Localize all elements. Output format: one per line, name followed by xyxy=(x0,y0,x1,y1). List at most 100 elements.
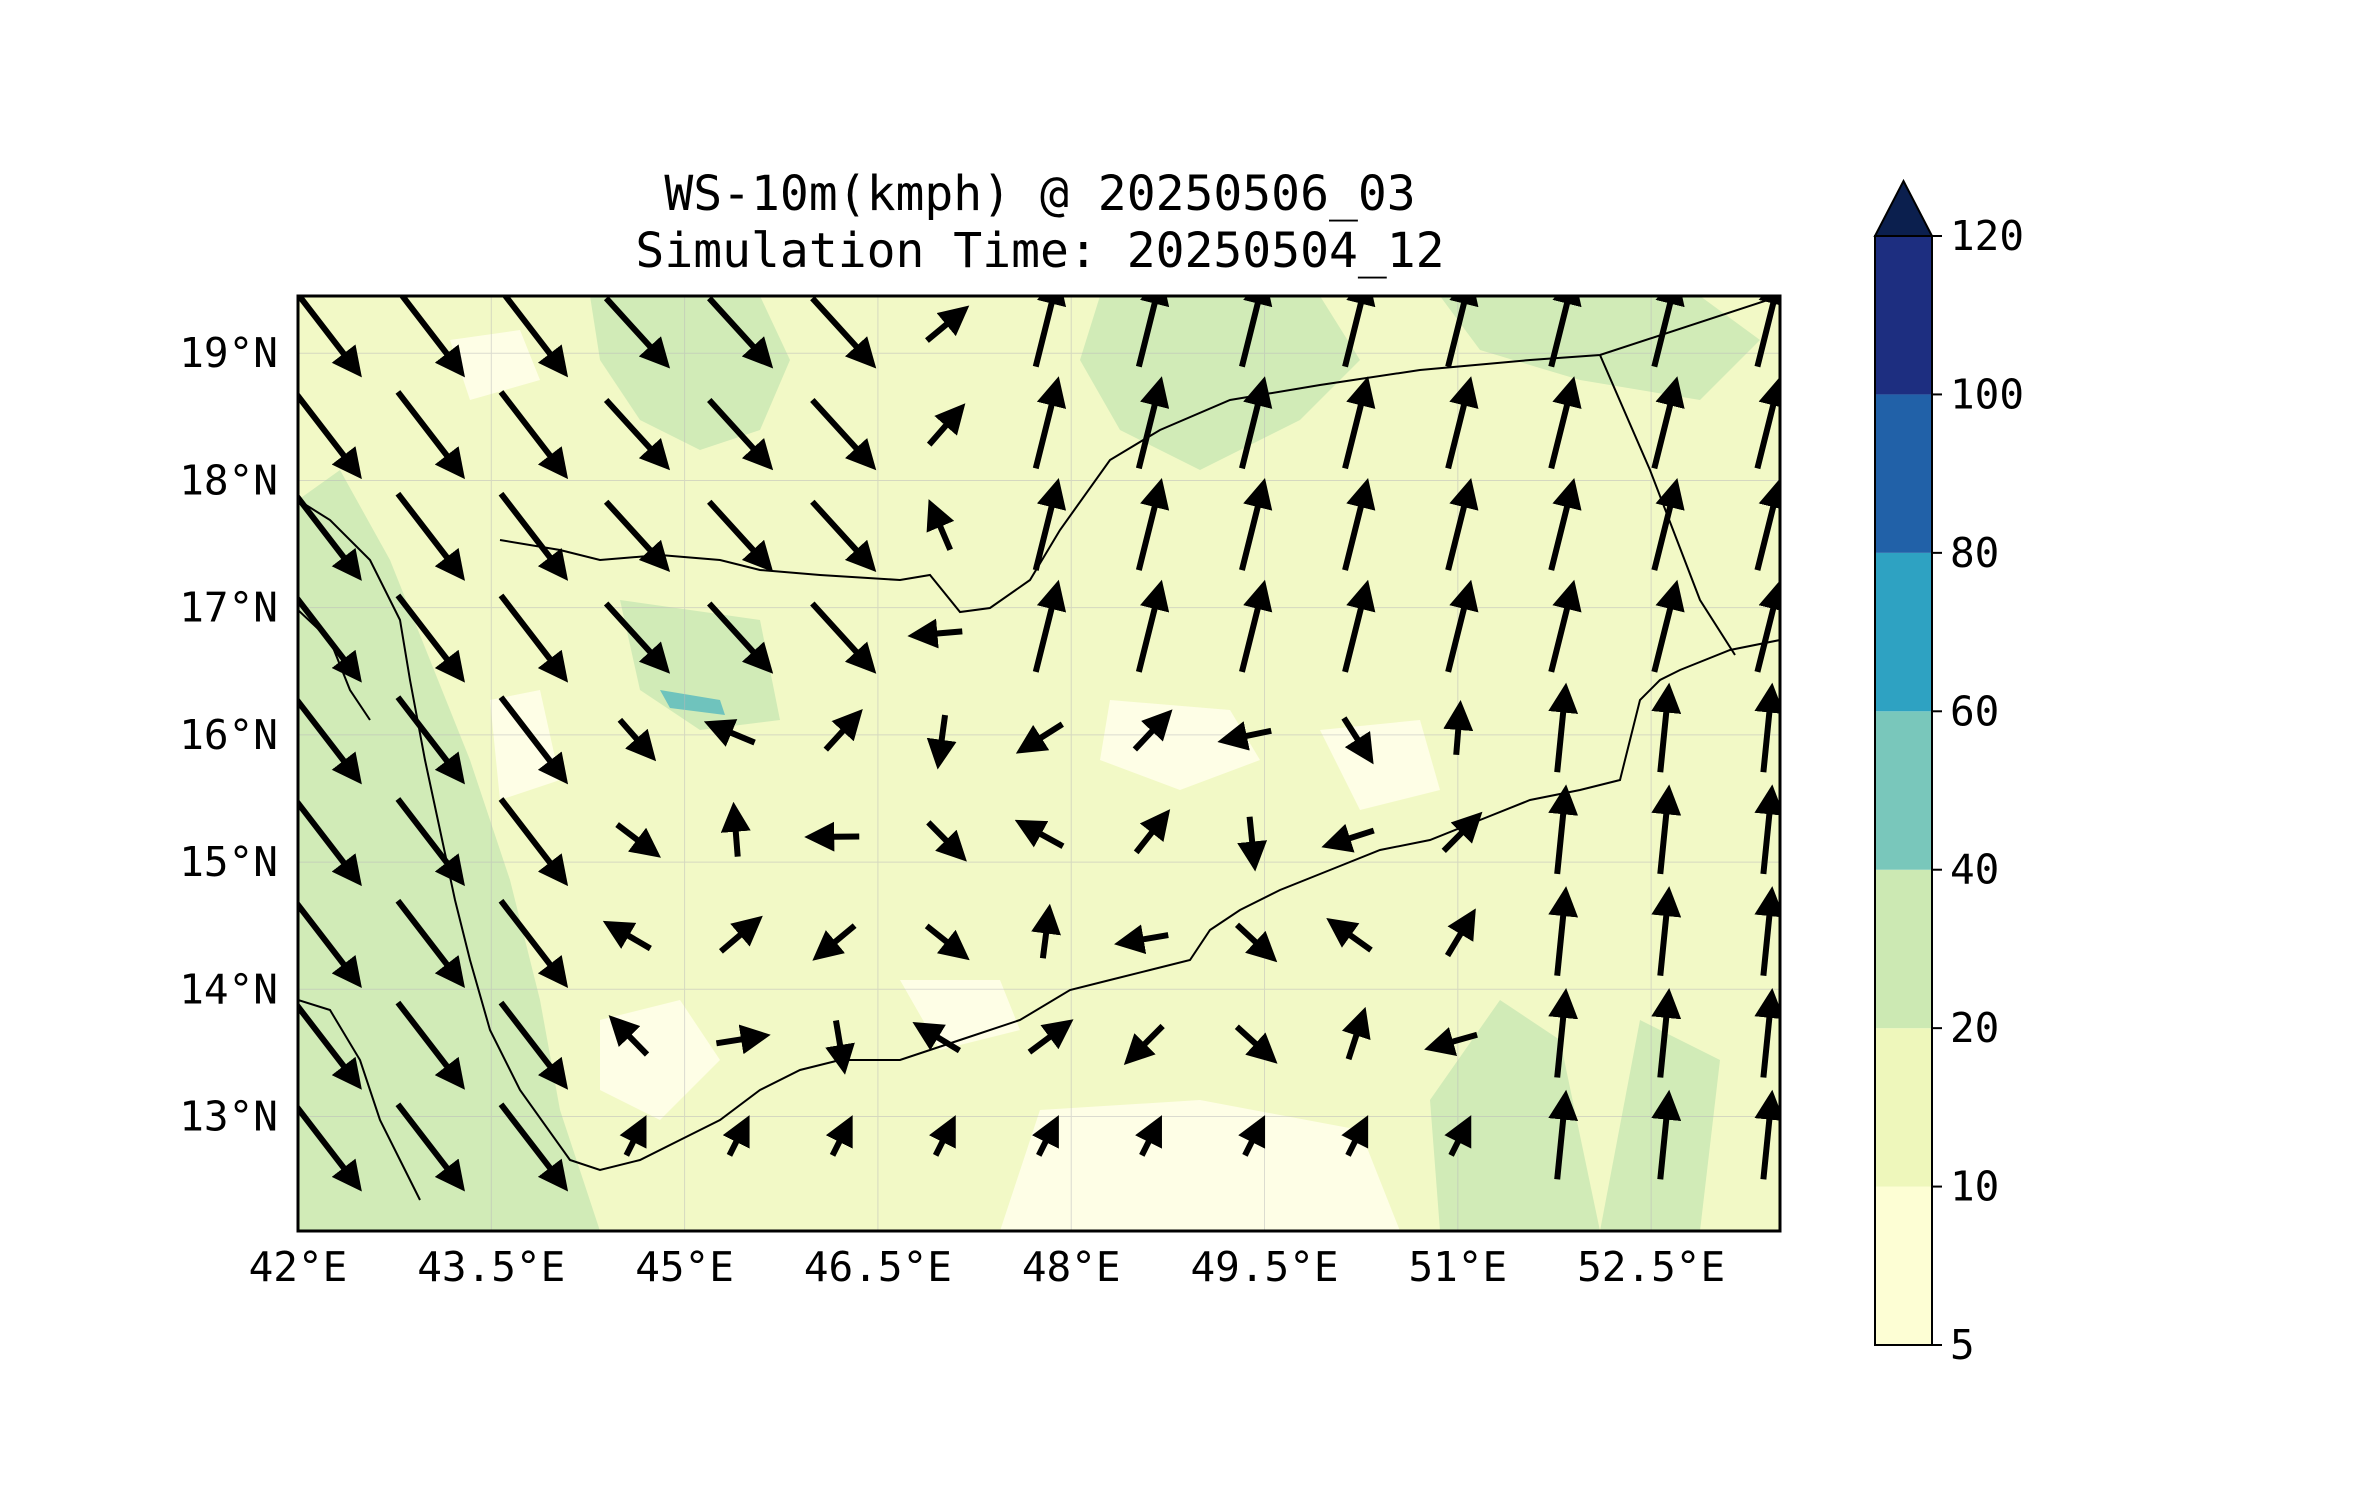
wind-vector xyxy=(1239,376,1273,470)
lat-tick-label: 19°N xyxy=(179,329,278,377)
wind-vector xyxy=(1443,699,1474,756)
wind-vector xyxy=(298,798,362,887)
wind-vector xyxy=(1424,1027,1478,1056)
wind-vector xyxy=(1445,376,1479,470)
wind-vector xyxy=(926,403,966,447)
wind-vector xyxy=(1032,296,1067,368)
wind-vector xyxy=(603,397,671,471)
wind-vector xyxy=(298,492,362,581)
wind-vector xyxy=(1754,579,1780,673)
wind-vector xyxy=(1239,296,1273,368)
wind-vector xyxy=(398,296,465,378)
wind-vector xyxy=(1441,811,1483,853)
wind-vector xyxy=(1123,1023,1165,1066)
wind-vector xyxy=(1234,922,1278,963)
wind-vector xyxy=(1342,1006,1371,1061)
wind-vector xyxy=(1651,987,1682,1078)
wind-vector xyxy=(498,797,569,887)
wind-vector xyxy=(1341,716,1374,765)
wind-vector xyxy=(603,601,671,674)
colorbar-segment xyxy=(1875,552,1932,712)
wind-vector xyxy=(298,296,362,378)
wind-vector xyxy=(1651,886,1682,977)
wind-vector xyxy=(1548,987,1579,1078)
wind-vector xyxy=(395,491,465,581)
colorbar-tick-label: 10 xyxy=(1950,1163,1999,1211)
wind-vector xyxy=(395,1000,465,1090)
wind-vector xyxy=(498,390,569,480)
wind-vector xyxy=(1135,376,1170,470)
wind-vector xyxy=(1548,1089,1579,1180)
wind-vector xyxy=(498,491,569,581)
wind-vector xyxy=(1444,1115,1472,1157)
wind-vector xyxy=(823,708,863,752)
colorbar-frame xyxy=(1874,235,1933,1346)
wind-5-10-zones xyxy=(450,330,1440,1231)
wind-vector xyxy=(501,296,569,378)
wind-vector xyxy=(1342,296,1376,368)
wind-vector xyxy=(715,1024,771,1055)
wind-vector xyxy=(1445,477,1479,571)
wind-vector xyxy=(1651,579,1685,673)
wind-vector xyxy=(1342,579,1376,673)
colorbar-tick-label: 80 xyxy=(1950,529,1999,577)
wind-vector xyxy=(1548,579,1582,673)
wind-vector xyxy=(1548,296,1582,368)
wind-vector xyxy=(707,601,774,674)
wind-vector xyxy=(1032,376,1067,470)
wind-vector xyxy=(1651,784,1682,875)
wind-vector xyxy=(1027,1019,1074,1055)
wind-vector xyxy=(1015,721,1064,754)
wind-vector xyxy=(907,618,963,649)
wind-vector xyxy=(1754,1089,1780,1180)
wind-vector xyxy=(1135,477,1170,571)
wind-vector xyxy=(707,499,774,573)
wind-vector xyxy=(298,696,362,785)
wind-vector xyxy=(395,898,465,988)
wind-vector xyxy=(1651,296,1685,368)
wind-vector xyxy=(498,593,569,683)
wind-vector xyxy=(1237,816,1268,872)
colorbar-tick-label: 120 xyxy=(1950,212,2024,260)
wind-vector xyxy=(812,923,857,961)
colorbar-segment xyxy=(1875,1028,1932,1187)
wind-vector xyxy=(1548,376,1582,470)
lat-tick-label: 17°N xyxy=(179,584,278,632)
colorbar-segment xyxy=(1875,394,1932,553)
lat-tick-label: 18°N xyxy=(179,456,278,504)
lon-tick-label: 46.5°E xyxy=(804,1243,952,1291)
wind-vector xyxy=(1135,579,1170,673)
wind-vectors xyxy=(298,296,1780,1192)
wind-vector xyxy=(1239,579,1273,673)
wind-vector xyxy=(707,397,774,471)
wind-vector xyxy=(720,801,751,857)
wind-vector xyxy=(395,797,465,887)
wind-vector xyxy=(707,296,774,369)
wind-vector xyxy=(1651,1089,1682,1180)
wind-vector xyxy=(298,1103,362,1192)
lon-tick-label: 43.5°E xyxy=(417,1243,565,1291)
lat-tick-label: 13°N xyxy=(179,1093,278,1141)
wind-vector xyxy=(722,1115,750,1157)
wind-vector xyxy=(498,1102,569,1192)
wind-vector xyxy=(1234,1024,1278,1064)
wind-vector xyxy=(1031,903,1061,959)
colorbar-tick-label: 20 xyxy=(1950,1004,1999,1052)
wind-vector xyxy=(1548,477,1582,571)
wind-vector xyxy=(1032,477,1067,571)
wind-vector xyxy=(1754,296,1780,368)
colorbar-tick-label: 5 xyxy=(1950,1321,1975,1369)
colorbar-tick-label: 100 xyxy=(1950,370,2024,418)
map-frame xyxy=(296,294,1782,1233)
latitude-labels: 13°N 14°N 15°N 16°N 17°N 18°N 19°N xyxy=(179,329,278,1140)
wind-vector xyxy=(1445,579,1479,673)
colorbar-tick-label: 60 xyxy=(1950,687,1999,735)
wind-vector xyxy=(925,305,970,343)
wind-vector xyxy=(395,390,465,480)
wind-vector xyxy=(1238,1115,1266,1157)
wind-vector xyxy=(1754,376,1780,470)
wind-vector xyxy=(1342,477,1376,571)
wind-vector xyxy=(298,391,362,480)
wind-vector xyxy=(498,1000,569,1090)
